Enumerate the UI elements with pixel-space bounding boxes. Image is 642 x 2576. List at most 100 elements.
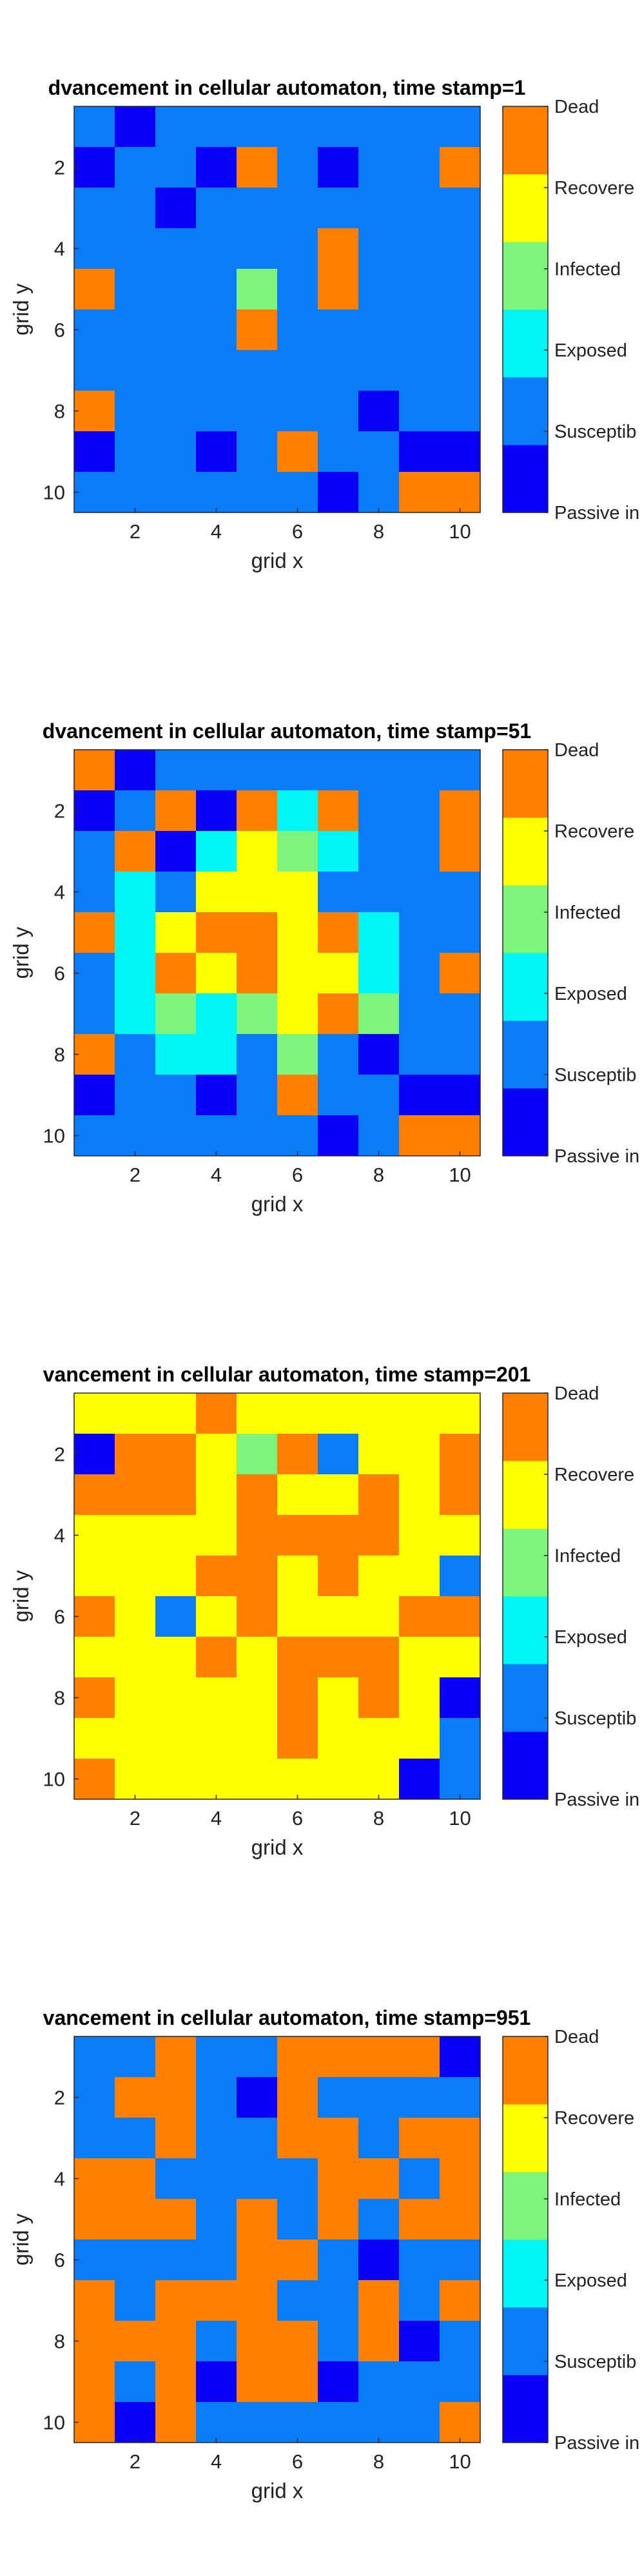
heatmap-cell — [115, 228, 156, 269]
heatmap-cell — [440, 953, 481, 994]
heatmap-cell — [74, 309, 115, 351]
heatmap-cell — [318, 2036, 359, 2078]
y-tick-label: 2 — [54, 800, 65, 823]
heatmap-cell — [74, 2199, 115, 2240]
heatmap-cell — [277, 1075, 318, 1116]
heatmap-cell — [318, 831, 359, 872]
heatmap-cell — [440, 1637, 481, 1678]
x-axis-label: grid x — [251, 1835, 304, 1859]
heatmap-cell — [196, 2077, 237, 2118]
heatmap-cell — [155, 1434, 197, 1475]
heatmap-cell — [155, 2280, 197, 2321]
heatmap-cells — [74, 106, 481, 513]
colorbar-label: Infected — [554, 259, 621, 280]
heatmap-cell — [358, 2118, 400, 2159]
heatmap-cell — [155, 993, 197, 1035]
heatmap-cell — [399, 2280, 440, 2321]
heatmap-cell — [237, 1759, 278, 1800]
heatmap-cell — [358, 431, 400, 473]
y-tick-label: 8 — [54, 1044, 65, 1066]
colorbar-segment — [503, 174, 548, 242]
y-tick-label: 10 — [43, 1768, 65, 1791]
heatmap-cell — [318, 1115, 359, 1156]
heatmap-cell — [115, 2036, 156, 2078]
x-tick-label: 10 — [449, 2450, 471, 2473]
heatmap-cell — [74, 391, 115, 432]
heatmap-cell — [318, 1677, 359, 1719]
heatmap-cell — [155, 2036, 197, 2078]
colorbar-frame — [502, 106, 549, 513]
heatmap-cell — [358, 188, 400, 229]
heatmap-cell — [155, 228, 197, 269]
heatmap-cell — [318, 2361, 359, 2403]
heatmap-cell — [440, 2402, 481, 2443]
colorbar-frame — [502, 1392, 549, 1800]
chart-title: vancement in cellular automaton, time st… — [43, 2006, 531, 2029]
heatmap-cell — [237, 1393, 278, 1434]
x-tick-label: 4 — [211, 1807, 222, 1830]
heatmap-cell — [440, 790, 481, 832]
heatmap-cell — [115, 2239, 156, 2281]
heatmap-cell — [399, 391, 440, 432]
heatmap-cell — [399, 1515, 440, 1556]
heatmap-cell — [318, 790, 359, 832]
heatmap-panel-3: vancement in cellular automaton, time st… — [9, 1363, 639, 1859]
heatmap-cell — [440, 1556, 481, 1597]
heatmap-cell — [237, 2280, 278, 2321]
colorbar-segment — [503, 106, 548, 175]
heatmap-cell — [74, 2402, 115, 2443]
heatmap-cell — [237, 2118, 278, 2159]
x-tick-label: 10 — [449, 520, 471, 543]
colorbar-segment — [503, 309, 548, 378]
heatmap-cell — [440, 2321, 481, 2362]
heatmap-cell — [155, 1034, 197, 1075]
heatmap-cell — [74, 2321, 115, 2362]
heatmap-cell — [74, 147, 115, 188]
heatmap-cell — [196, 147, 237, 188]
heatmap-cell — [155, 309, 197, 351]
heatmap-cell — [399, 147, 440, 188]
heatmap-cell — [358, 147, 400, 188]
heatmap-cell — [155, 2321, 197, 2362]
heatmap-cell — [155, 147, 197, 188]
heatmap-cell — [196, 431, 237, 473]
heatmap-cell — [399, 2361, 440, 2403]
heatmap-cell — [74, 1637, 115, 1678]
heatmap-cell — [277, 472, 318, 513]
heatmap-cell — [74, 993, 115, 1035]
heatmap-cell — [237, 872, 278, 913]
heatmap-cell — [358, 1556, 400, 1597]
heatmap-cell — [237, 1034, 278, 1075]
heatmap-cell — [155, 1515, 197, 1556]
heatmap-cell — [237, 1075, 278, 1116]
heatmap-cell — [399, 472, 440, 513]
heatmap-cell — [440, 1596, 481, 1637]
heatmap-cells — [74, 2036, 481, 2443]
heatmap-cell — [115, 2199, 156, 2240]
heatmap-cell — [358, 1596, 400, 1637]
heatmap-cell — [318, 872, 359, 913]
colorbar-label: Recovere — [554, 2108, 634, 2129]
heatmap-cell — [237, 1677, 278, 1719]
heatmap-cell — [74, 831, 115, 872]
heatmap-cell — [440, 750, 481, 791]
heatmap-cell — [440, 188, 481, 229]
heatmap-cell — [318, 1596, 359, 1637]
heatmap-cells — [74, 1393, 481, 1800]
heatmap-cell — [399, 831, 440, 872]
heatmap-cell — [237, 2158, 278, 2200]
heatmap-cell — [155, 831, 197, 872]
heatmap-cell — [155, 912, 197, 953]
heatmap-cell — [277, 1718, 318, 1759]
heatmap-cell — [358, 228, 400, 269]
heatmap-cell — [74, 228, 115, 269]
heatmap-panel-2: dvancement in cellular automaton, time s… — [9, 719, 639, 1216]
y-tick-label: 6 — [54, 2249, 65, 2272]
heatmap-cell — [74, 1556, 115, 1597]
heatmap-cell — [237, 2199, 278, 2240]
heatmap-cell — [115, 106, 156, 148]
heatmap-cell — [74, 269, 115, 310]
heatmap-cell — [358, 391, 400, 432]
plot-frame — [73, 749, 481, 1156]
